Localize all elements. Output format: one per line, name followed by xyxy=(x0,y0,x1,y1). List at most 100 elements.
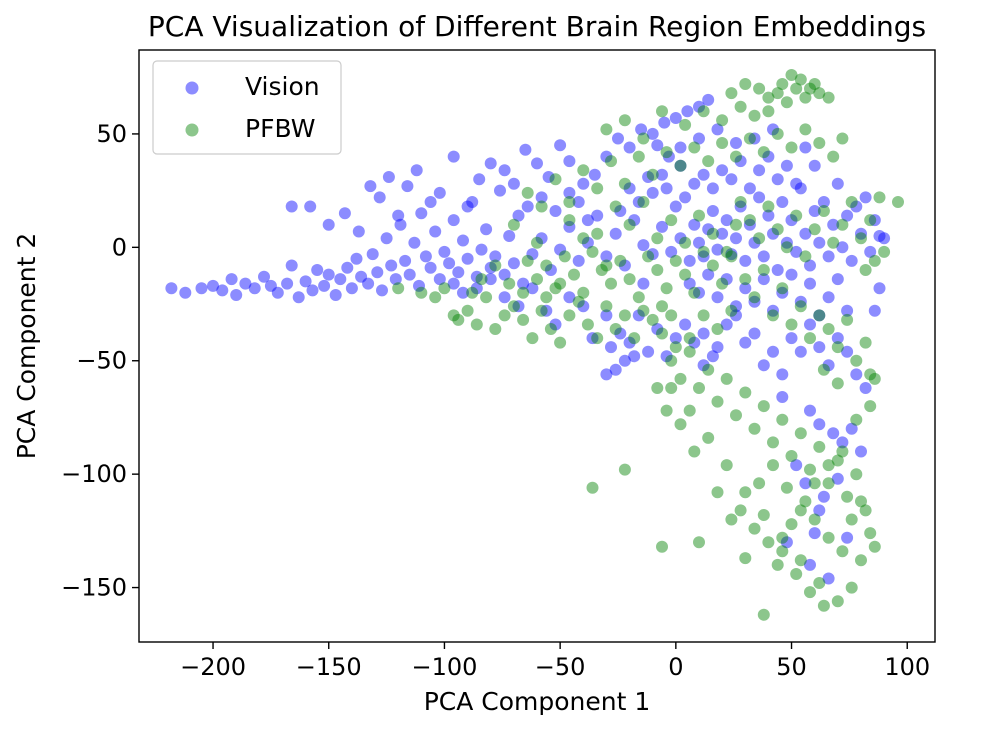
data-point-pfbw xyxy=(470,318,483,331)
data-point-vision xyxy=(841,531,854,544)
data-point-vision xyxy=(697,327,710,340)
data-point-vision xyxy=(817,490,830,503)
data-point-vision xyxy=(753,191,766,204)
data-point-vision xyxy=(706,182,719,195)
data-point-pfbw xyxy=(762,105,775,118)
data-point-vision xyxy=(264,279,277,292)
data-point-vision xyxy=(338,207,351,220)
data-point-pfbw xyxy=(688,141,701,154)
data-point-pfbw xyxy=(757,264,770,276)
data-point-vision xyxy=(581,236,594,249)
data-point-pfbw xyxy=(813,87,826,100)
data-point-pfbw xyxy=(595,264,608,276)
data-point-pfbw xyxy=(767,459,779,472)
data-point-pfbw xyxy=(554,336,567,349)
data-point-vision xyxy=(612,132,624,145)
data-point-vision xyxy=(646,248,659,261)
data-point-pfbw xyxy=(804,332,816,345)
data-point-vision xyxy=(697,168,710,181)
data-point-vision xyxy=(836,436,849,449)
data-point-pfbw xyxy=(697,105,710,118)
data-point-vision xyxy=(207,279,219,292)
data-point-pfbw xyxy=(618,177,631,190)
data-point-pfbw xyxy=(651,232,664,245)
data-point-pfbw xyxy=(850,468,863,481)
data-point-vision xyxy=(697,250,710,263)
data-point-vision xyxy=(660,350,673,363)
data-point-pfbw xyxy=(720,372,733,385)
data-point-vision xyxy=(401,180,414,193)
data-point-pfbw xyxy=(716,114,729,127)
data-point-vision xyxy=(739,254,752,267)
data-point-vision xyxy=(531,157,543,170)
x-tick-label: 100 xyxy=(884,653,930,681)
legend-label-pfbw: PFBW xyxy=(245,114,315,143)
data-point-vision xyxy=(688,218,701,231)
data-point-vision xyxy=(311,264,324,276)
data-point-pfbw xyxy=(753,477,766,490)
data-point-pfbw xyxy=(734,504,747,517)
data-point-vision xyxy=(720,273,733,286)
data-point-pfbw xyxy=(799,91,812,104)
data-point-pfbw xyxy=(507,218,520,231)
data-point-pfbw xyxy=(531,273,543,286)
data-point-vision xyxy=(540,304,553,317)
data-point-pfbw xyxy=(841,313,854,326)
data-point-vision xyxy=(790,245,803,258)
data-point-vision xyxy=(292,291,305,304)
data-point-vision xyxy=(642,171,655,183)
data-point-vision xyxy=(734,200,747,213)
data-point-pfbw xyxy=(864,400,877,413)
data-point-vision xyxy=(794,182,807,195)
data-point-vision xyxy=(392,209,405,222)
data-point-pfbw xyxy=(415,286,428,299)
data-point-pfbw xyxy=(651,264,664,276)
data-point-vision xyxy=(808,205,821,217)
data-point-vision xyxy=(822,250,835,263)
data-point-pfbw xyxy=(697,245,710,258)
data-point-vision xyxy=(433,186,446,199)
data-point-vision xyxy=(868,304,881,317)
data-point-pfbw xyxy=(734,100,747,113)
data-point-vision xyxy=(693,100,705,113)
data-point-pfbw xyxy=(558,250,571,263)
data-point-vision xyxy=(364,180,377,193)
data-point-vision xyxy=(429,225,442,238)
data-point-pfbw xyxy=(720,459,733,472)
data-point-vision xyxy=(577,300,590,313)
data-point-pfbw xyxy=(452,313,465,326)
data-point-vision xyxy=(688,336,701,349)
data-point-pfbw xyxy=(794,300,807,313)
data-point-pfbw xyxy=(841,490,854,503)
data-point-pfbw xyxy=(521,254,534,267)
data-point-vision xyxy=(498,164,511,177)
data-point-vision xyxy=(512,209,525,222)
data-point-vision xyxy=(605,341,617,354)
data-point-vision xyxy=(841,304,854,317)
data-point-pfbw xyxy=(743,214,756,227)
data-point-vision xyxy=(776,286,789,299)
data-point-vision xyxy=(614,327,627,340)
data-point-vision xyxy=(873,230,886,242)
data-point-vision xyxy=(521,200,534,213)
data-point-vision xyxy=(373,191,386,204)
data-point-pfbw xyxy=(674,372,687,385)
data-point-vision xyxy=(646,127,659,140)
data-point-vision xyxy=(285,259,298,272)
data-point-pfbw xyxy=(466,286,479,299)
data-point-vision xyxy=(415,207,428,220)
data-point-vision xyxy=(711,123,724,136)
data-point-pfbw xyxy=(808,78,821,90)
data-point-pfbw xyxy=(674,159,687,172)
data-point-pfbw xyxy=(859,504,872,517)
data-point-vision xyxy=(822,359,835,372)
data-point-pfbw xyxy=(554,277,567,290)
data-point-vision xyxy=(588,168,601,181)
data-point-vision xyxy=(600,150,613,163)
data-point-vision xyxy=(403,268,416,281)
data-point-pfbw xyxy=(637,304,650,317)
data-point-vision xyxy=(165,282,178,295)
data-point-pfbw xyxy=(683,332,696,345)
data-point-pfbw xyxy=(609,323,622,335)
data-point-vision xyxy=(322,218,335,231)
